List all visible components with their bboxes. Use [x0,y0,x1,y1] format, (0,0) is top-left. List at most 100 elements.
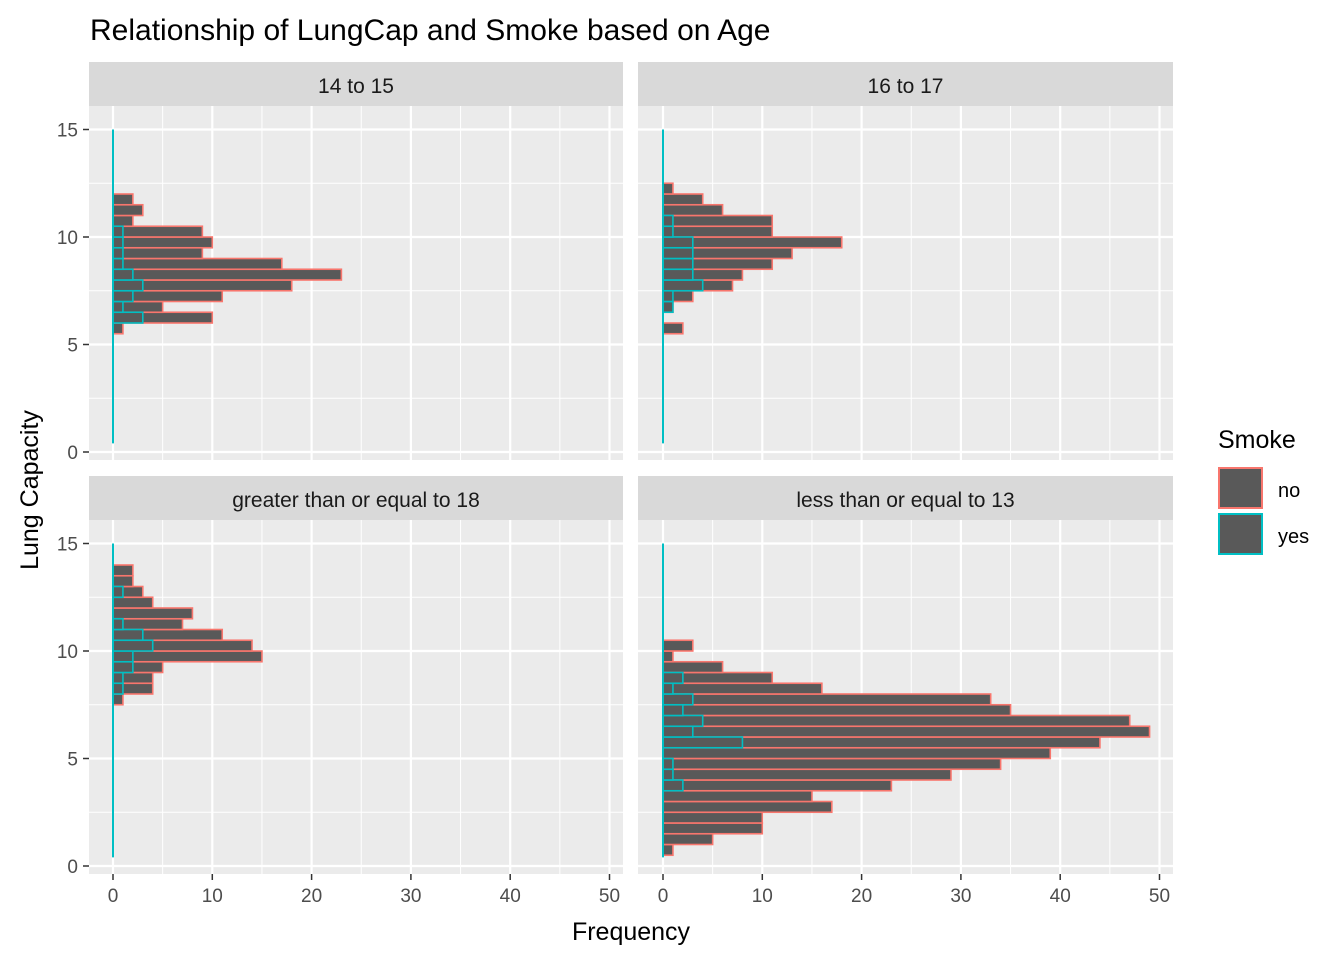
legend-label-yes: yes [1278,526,1309,548]
histogram-bar-no [662,811,764,824]
histogram-bar-yes [112,257,124,271]
facet-strip [89,476,623,520]
axes: 0 5 10 15 0 5 10 15 0 10 20 30 40 50 0 10 20 30 40 50 [57,121,1170,908]
x-tick-label: 50 [599,886,620,907]
histogram-bar-no [662,768,952,781]
legend-key-yes [1218,513,1263,555]
histogram-bar-yes [662,693,694,706]
histogram-bar-yes [112,246,124,260]
histogram-bar-no [112,203,144,217]
histogram-bar-no [112,246,204,260]
histogram-bar-yes [662,268,694,281]
facet-strip-label: less than or equal to 13 [796,489,1014,512]
histogram-bar-no [112,564,134,577]
histogram-bar-yes [112,650,134,663]
histogram-bar-no [662,843,674,857]
facet-panel: 14 to 15 [89,62,623,460]
histogram-bar-no [662,225,774,238]
histogram-bar-yes [112,628,144,642]
histogram-bar-no [662,660,724,674]
histogram-bar-no [112,650,263,663]
legend: Smoke no yes [1218,426,1309,555]
panel-background [89,520,623,874]
x-tick-label: 0 [658,886,669,907]
histogram-bar-yes [112,660,134,674]
facet-panel: greater than or equal to 18 [89,476,623,874]
y-tick-label: 0 [67,857,78,878]
y-axis-title: Lung Capacity [16,410,44,570]
histogram-bar-no [662,682,823,695]
histogram-bar-no [112,225,204,238]
facet-strip-label: 14 to 15 [318,75,394,98]
histogram-bar-yes [662,725,694,738]
x-tick-label: 0 [108,886,119,907]
x-tick-label: 20 [851,886,872,907]
histogram-bar-yes [662,246,694,260]
histogram-bar-yes [662,682,674,695]
histogram-bar-no [662,203,724,217]
histogram-bar-yes [112,289,134,303]
histogram-bar-no [662,800,833,814]
x-axis-title: Frequency [572,918,691,946]
histogram-bar-no [112,193,134,206]
histogram-bar-yes [112,236,124,249]
x-tick-label: 40 [1050,886,1071,907]
histogram-bar-no [662,650,674,663]
histogram-bar-no [112,607,194,620]
x-tick-label: 20 [301,886,322,907]
y-tick-label: 0 [67,443,78,464]
histogram-bar-yes [662,757,674,771]
histogram-bar-no [112,214,134,228]
histogram-bar-yes [112,268,134,281]
legend-label-no: no [1278,480,1300,502]
histogram-bar-no [112,322,124,335]
facet-panel: less than or equal to 13 [638,476,1173,874]
histogram-bar-yes [662,225,674,238]
histogram-bar-yes [662,257,694,271]
histogram-bar-no [662,193,704,206]
histogram-bar-no [112,596,154,609]
histogram-bar-no [662,639,694,652]
facet-panel: 16 to 17 [638,62,1173,460]
histogram-bar-yes [662,703,684,717]
y-tick-label: 5 [67,336,78,357]
histogram-bar-no [662,714,1131,728]
histogram-bar-no [112,236,214,249]
x-tick-label: 10 [202,886,223,907]
y-tick-label: 5 [67,750,78,771]
y-tick-label: 15 [57,121,78,142]
histogram-bar-no [112,693,124,706]
histogram-bar-no [662,322,684,335]
histogram-bar-yes [662,714,704,728]
histogram-bar-yes [662,289,674,303]
x-tick-label: 30 [950,886,971,907]
legend-key-no [1218,467,1263,509]
y-tick-label: 15 [57,535,78,556]
facet-strip-label: greater than or equal to 18 [232,489,480,512]
x-tick-label: 30 [400,886,421,907]
histogram-bar-no [662,693,992,706]
histogram-bar-yes [112,311,144,324]
histogram-bar-no [662,703,1012,717]
legend-title: Smoke [1218,426,1296,454]
x-tick-label: 40 [500,886,521,907]
x-tick-label: 10 [752,886,773,907]
histogram-bar-no [112,257,283,271]
histogram-bar-no [662,789,813,803]
histogram-bar-no [662,757,1002,771]
histogram-bar-yes [662,214,674,228]
histogram-bar-yes [112,585,124,599]
histogram-bar-no [662,746,1052,760]
x-tick-label: 50 [1149,886,1170,907]
histogram-bar-no [112,574,134,588]
facet-strip [638,62,1173,106]
histogram-bar-no [662,182,674,195]
histogram-bar-yes [112,617,124,631]
histogram-bar-no [662,725,1151,738]
histogram-bar-no [662,832,714,846]
histogram-bar-yes [112,682,124,695]
histogram-bar-no [662,822,764,835]
histogram-bar-yes [112,279,144,292]
facet-panels: 14 to 15 16 to 17 greater than or equal to… [89,62,1173,874]
histogram-bar-no [112,268,343,281]
